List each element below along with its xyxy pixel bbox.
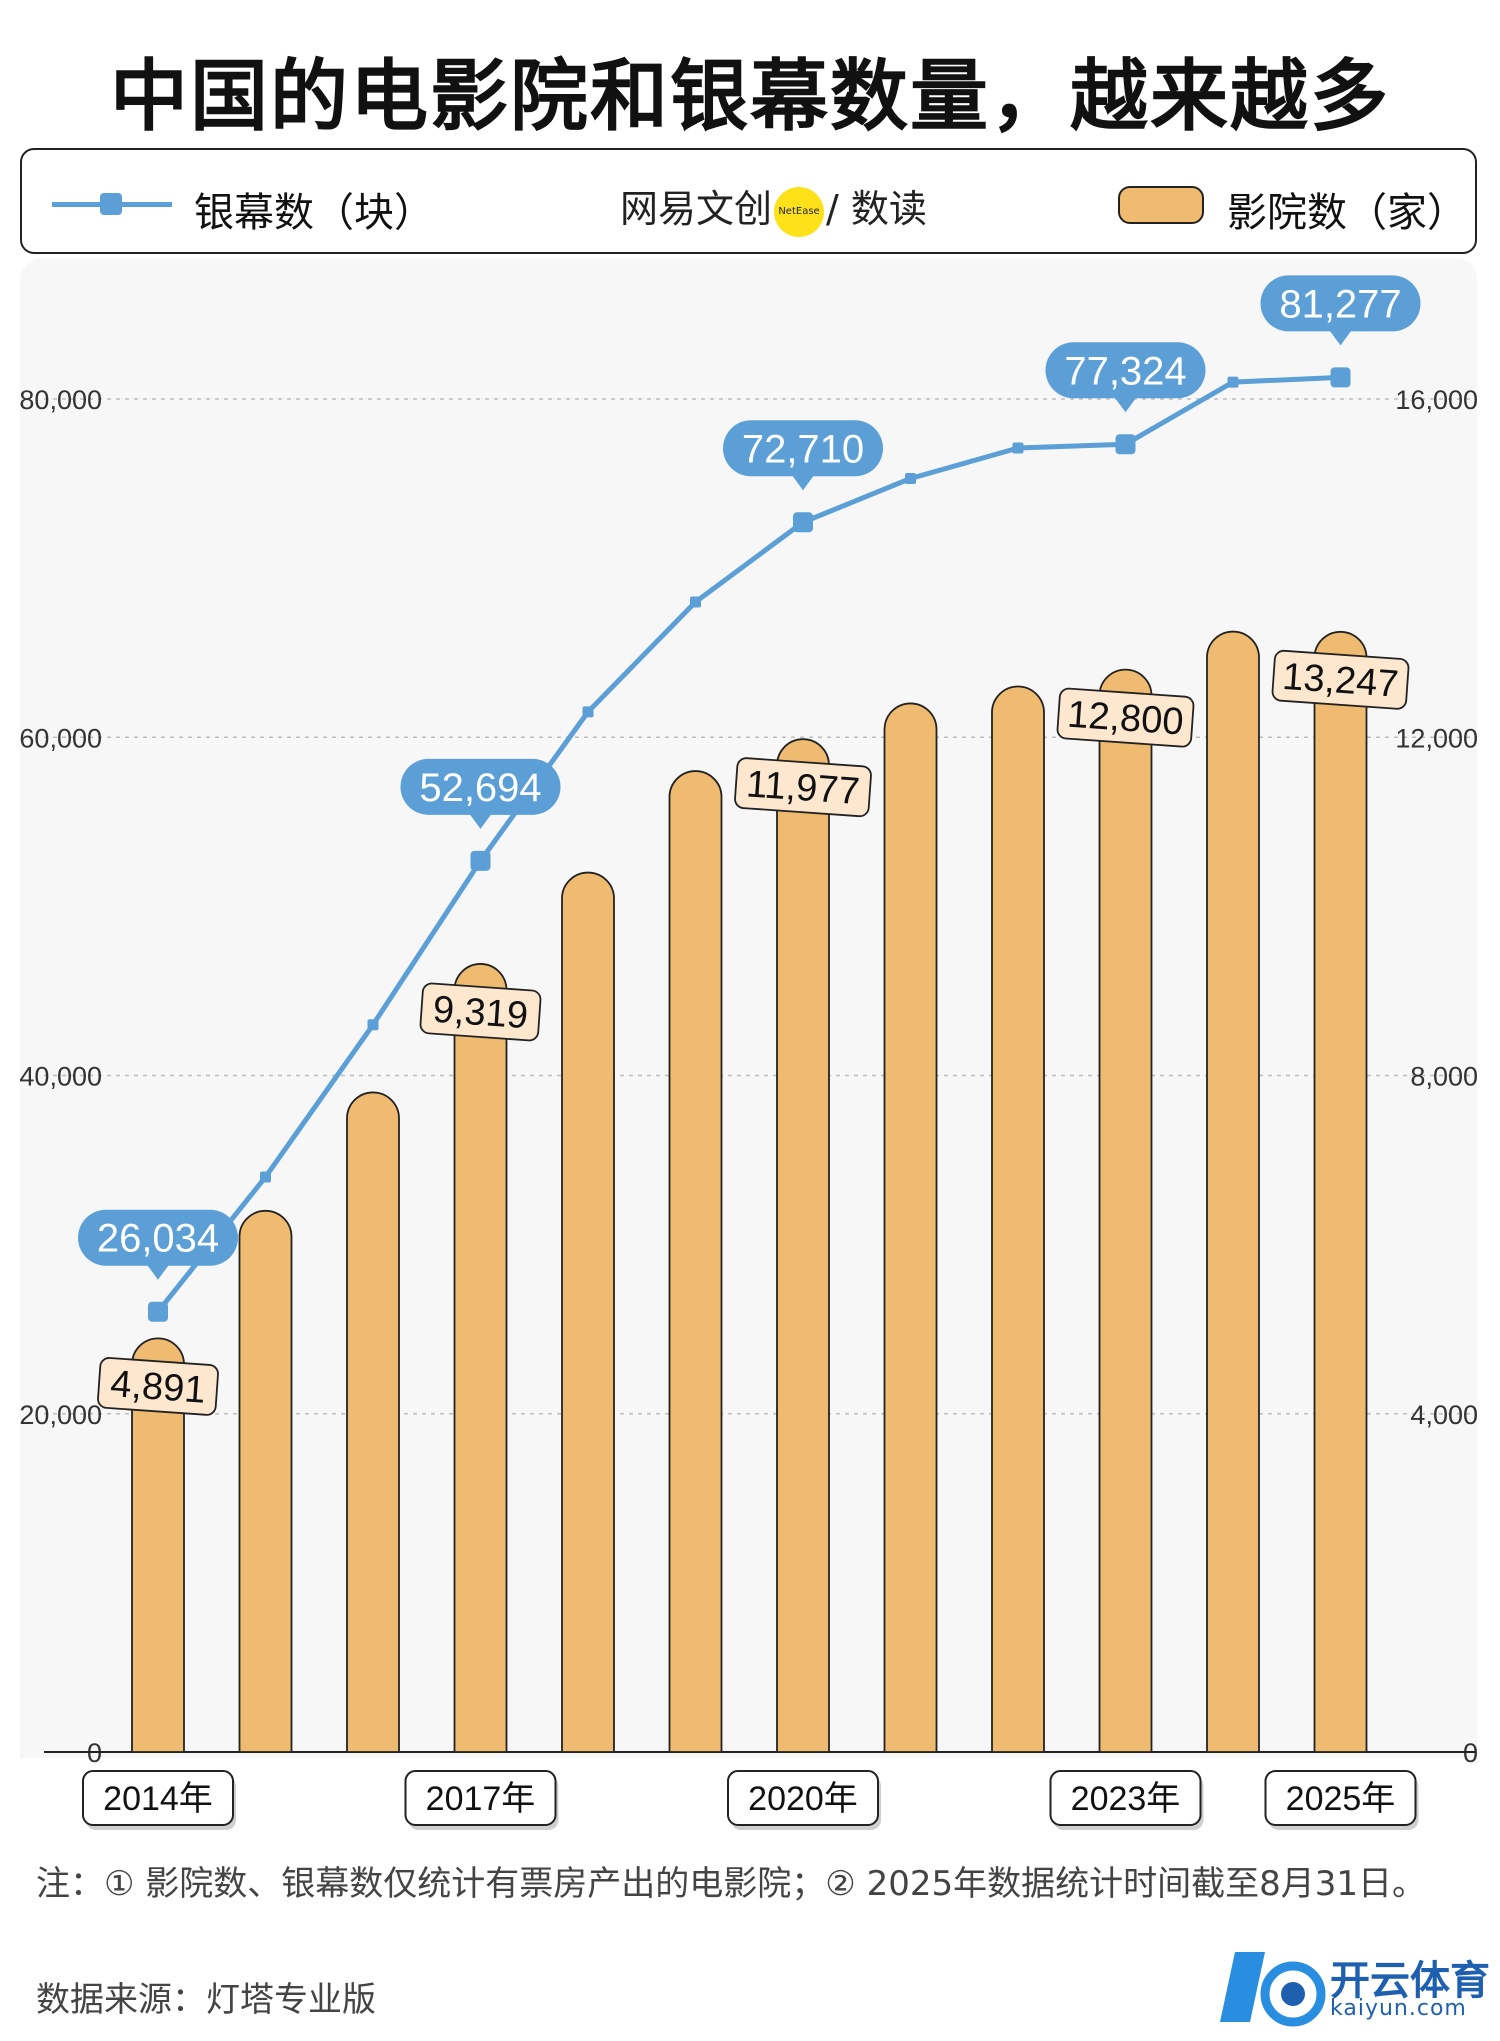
publisher-logo: 网易文创 NetEase / 数读 (620, 178, 927, 237)
bar-2023 (1098, 668, 1153, 1753)
bar-2021 (883, 702, 938, 1753)
legend-bar-swatch (1118, 186, 1204, 224)
cinema-label-bg (97, 1357, 219, 1416)
cinema-label-bg (1056, 687, 1195, 748)
bar-2014 (131, 1337, 185, 1753)
x-tick-label: 2020年 (748, 1780, 858, 1818)
chart-svg: 020,00040,00060,00080,00004,0008,00012,0… (19, 275, 1478, 1830)
line-point-2015 (260, 1171, 271, 1183)
bar-2020 (776, 738, 830, 1753)
screen-callout-bg (78, 1209, 238, 1266)
cinema-data-label-group: 12,800 (1056, 687, 1195, 748)
line-point-2019 (690, 596, 701, 608)
cinema-data-label: 4,891 (109, 1363, 207, 1412)
bar-2019 (668, 770, 723, 1753)
screen-data-label: 72,710 (742, 427, 864, 471)
logo-text-left: 网易文创 (620, 187, 773, 231)
data-source: 数据来源：灯塔专业版 (36, 1980, 376, 2020)
y-left-tick-label: 80,000 (19, 385, 102, 415)
logo-text-right: / 数读 (826, 187, 927, 231)
y-right-tick-label: 4,000 (1410, 1400, 1478, 1430)
x-tick-bg (1049, 1770, 1202, 1826)
x-tick-label: 2014年 (103, 1780, 213, 1818)
screen-callout-pointer (469, 813, 492, 829)
legend-line-marker (100, 193, 122, 215)
x-tick-label: 2025年 (1286, 1780, 1396, 1818)
y-left-tick-label: 40,000 (19, 1062, 102, 1092)
line-point-2021 (905, 472, 916, 484)
bar-2017 (453, 963, 508, 1753)
line-point-2016 (367, 1019, 379, 1031)
x-tick-bg (727, 1770, 879, 1826)
bar-2022 (991, 685, 1045, 1753)
cinema-label-bg (734, 757, 872, 818)
line-point-2023 (1115, 434, 1136, 455)
bar-2018 (561, 871, 615, 1753)
cinema-data-label: 11,977 (745, 763, 861, 813)
line-point-2020 (793, 512, 813, 533)
bar-2024 (1206, 630, 1260, 1753)
legend-bar-label: 影院数（家） (1227, 190, 1467, 236)
cinema-data-label-group: 9,319 (419, 982, 542, 1042)
bar-2025 (1313, 630, 1368, 1753)
line-point-2025 (1330, 367, 1351, 388)
cinema-data-label-group: 4,891 (97, 1357, 219, 1416)
x-tick-bg (82, 1770, 234, 1826)
logo-dot: NetEase (774, 186, 825, 237)
watermark-name: 开云体育 (1330, 1958, 1490, 2004)
cinema-data-label: 13,247 (1281, 656, 1400, 706)
cinema-data-label-group: 11,977 (734, 757, 872, 818)
screen-data-label: 77,324 (1064, 349, 1186, 393)
line-point-2018 (582, 706, 594, 718)
legend: 银幕数（块） 网易文创 NetEase / 数读 影院数（家） (20, 148, 1477, 254)
watermark-logo-icon (1220, 1952, 1326, 2027)
screen-callout-pointer (147, 1264, 169, 1280)
bar-2015 (238, 1209, 293, 1753)
legend-line-label: 银幕数（块） (194, 190, 434, 236)
screen-callout-bg (723, 420, 883, 477)
line-point-2017 (470, 850, 491, 871)
screen-callout-pointer (792, 475, 814, 491)
y-right-tick-label: 8,000 (1410, 1062, 1478, 1092)
cinema-data-label: 12,800 (1066, 694, 1185, 744)
cinema-label-bg (1271, 649, 1410, 710)
screen-callout-pointer (1329, 330, 1352, 346)
screen-callout-bg (400, 758, 561, 815)
line-point-2022 (1012, 442, 1024, 454)
screen-data-label: 26,034 (97, 1217, 219, 1261)
watermark-sub: kaiyun.com (1330, 1996, 1467, 2021)
chart-title: 中国的电影院和银幕数量，越来越多 (109, 52, 1390, 142)
line-point-2024 (1227, 376, 1239, 388)
x-tick-label: 2023年 (1071, 1780, 1181, 1818)
cinema-data-label-group: 13,247 (1271, 649, 1410, 710)
y-left-tick-label: 60,000 (19, 723, 102, 753)
screen-data-label: 52,694 (419, 766, 541, 810)
y-right-tick-label: 12,000 (1395, 723, 1478, 753)
y-left-tick-label: 20,000 (19, 1400, 102, 1430)
screen-count-line (156, 374, 1341, 1314)
x-tick-bg (1264, 1770, 1417, 1826)
footnote: 注：① 影院数、银幕数仅统计有票房产出的电影院；② 2025年数据统计时间截至8… (36, 1864, 1426, 1904)
cinema-label-bg (419, 982, 542, 1042)
y-right-tick-label: 16,000 (1395, 385, 1478, 415)
screen-callout-bg (1260, 275, 1421, 332)
screen-callout-pointer (1114, 397, 1137, 413)
x-tick-bg (404, 1770, 557, 1826)
screen-data-label: 81,277 (1279, 282, 1401, 326)
screen-callout-bg (1045, 342, 1206, 399)
line-point-2014 (148, 1301, 168, 1322)
bar-2016 (346, 1091, 400, 1753)
cinema-data-label: 9,319 (432, 989, 530, 1038)
x-tick-label: 2017年 (426, 1780, 536, 1818)
